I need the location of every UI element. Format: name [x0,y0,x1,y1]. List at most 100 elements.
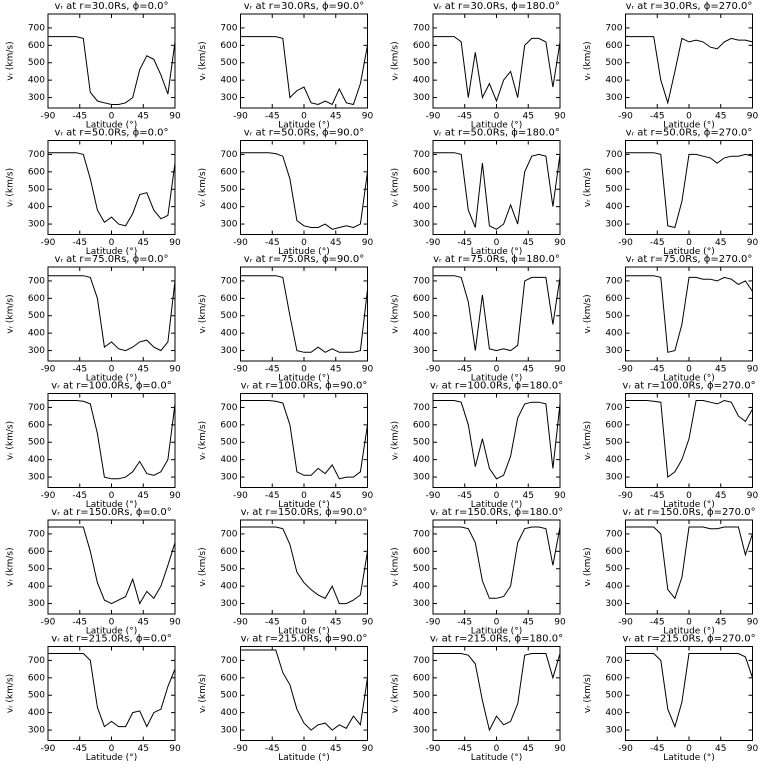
x-tick-label: -45 [457,491,472,501]
y-tick-label: 400 [28,76,45,86]
y-tick-label: 300 [28,599,45,609]
panel: vᵣ at r=50.0Rs, ϕ=0.0° -90 -45 0 45 90 300 400 5… [6,128,181,258]
y-axis-label: vᵣ (km/s) [583,294,593,333]
panel: vᵣ at r=215.0Rs, ϕ=0.0° -90 -45 0 45 90 300 400… [6,634,181,764]
x-axis-label: Latitude (°) [86,627,137,637]
y-tick-label: 600 [220,420,237,430]
y-tick-label: 400 [413,455,430,465]
data-line [625,399,753,479]
y-tick-label: 500 [605,58,622,68]
y-tick-label: 400 [220,455,237,465]
y-tick-label: 700 [28,276,45,286]
x-tick-label: -45 [72,618,87,628]
data-line [433,400,561,480]
x-tick-label: 0 [686,491,692,501]
x-tick-label: 90 [169,491,181,501]
x-axis-label: Latitude (°) [663,247,714,257]
x-axis-label: Latitude (°) [278,247,329,257]
x-tick-label: 0 [109,491,115,501]
y-tick-label: 700 [220,23,237,33]
y-tick-label: 400 [220,76,237,86]
y-tick-label: 600 [28,547,45,557]
x-tick-label: -45 [72,365,87,375]
y-tick-label: 400 [413,329,430,339]
x-axis-label: Latitude (°) [86,247,137,257]
x-tick-label: 45 [330,238,341,248]
y-axis-label: vᵣ (km/s) [583,674,593,713]
x-tick-label: -90 [618,491,633,501]
y-tick-label: 700 [605,656,622,666]
y-tick-label: 600 [605,420,622,430]
x-tick-label: 90 [747,365,759,375]
x-tick-label: 45 [330,744,341,754]
y-tick-label: 500 [413,691,430,701]
data-line [240,400,368,480]
panel: vᵣ at r=150.0Rs, ϕ=180.0° -90 -45 0 45 90 300 4… [391,507,566,637]
x-tick-label: -90 [618,238,633,248]
panel: vᵣ at r=50.0Rs, ϕ=90.0° -90 -45 0 45 90 300 400… [198,128,373,258]
x-tick-label: 45 [715,491,726,501]
y-tick-label: 300 [413,220,430,230]
plot-frame [240,140,368,235]
plot-frame [47,646,176,741]
x-tick-label: -90 [618,365,633,375]
panel-title: vᵣ at r=75.0Rs, ϕ=180.0° [433,254,560,265]
y-tick-label: 300 [413,93,430,103]
panel: vᵣ at r=215.0Rs, ϕ=270.0° -90 -45 0 45 90 300 4… [583,634,758,764]
y-tick-label: 600 [28,673,45,683]
plot-frame [432,13,561,109]
x-tick-label: 90 [747,618,759,628]
x-tick-label: 90 [169,618,181,628]
x-tick-label: 90 [747,744,759,754]
y-tick-label: 400 [413,708,430,718]
y-tick-label: 400 [28,329,45,339]
y-tick-label: 400 [28,455,45,465]
plot-frame [432,519,561,615]
y-tick-label: 300 [413,599,430,609]
y-tick-label: 500 [28,311,45,321]
panel-title: vᵣ at r=150.0Rs, ϕ=0.0° [51,507,171,518]
x-tick-label: 90 [362,365,374,375]
panel-title: vᵣ at r=215.0Rs, ϕ=90.0° [241,634,368,645]
y-tick-label: 500 [28,564,45,574]
x-tick-label: -90 [426,744,441,754]
panel: vᵣ at r=30.0Rs, ϕ=270.0° -90 -45 0 45 90 300 40… [583,1,758,131]
y-tick-label: 400 [605,76,622,86]
x-tick-label: -90 [233,744,248,754]
panel: vᵣ at r=75.0Rs, ϕ=270.0° -90 -45 0 45 90 300 40… [583,254,758,384]
plot-frame [432,266,561,362]
x-tick-label: 0 [109,744,115,754]
data-line [48,526,176,605]
y-tick-label: 500 [413,58,430,68]
x-tick-label: -90 [41,744,56,754]
x-tick-label: 45 [330,618,341,628]
data-line [625,526,753,600]
x-axis-label: Latitude (°) [663,753,714,763]
data-line [240,36,368,106]
y-axis-label: vᵣ (km/s) [391,547,401,586]
x-tick-label: 0 [109,365,115,375]
x-tick-label: -45 [72,238,87,248]
x-tick-label: -90 [41,238,56,248]
panel: vᵣ at r=50.0Rs, ϕ=180.0° -90 -45 0 45 90 300 40… [391,128,566,258]
data-line [48,275,176,352]
x-tick-label: 90 [554,365,566,375]
x-tick-label: 45 [138,365,149,375]
y-tick-label: 600 [413,547,430,557]
data-line [625,152,753,229]
y-tick-label: 500 [220,691,237,701]
x-axis-label: Latitude (°) [278,121,329,131]
y-tick-label: 400 [220,708,237,718]
data-line [48,36,176,105]
y-tick-label: 300 [220,599,237,609]
x-tick-label: -45 [650,744,665,754]
data-line [48,653,176,728]
y-tick-label: 500 [605,185,622,195]
y-tick-label: 500 [605,311,622,321]
y-axis-label: vᵣ (km/s) [198,294,208,333]
x-tick-label: -45 [650,112,665,122]
y-tick-label: 700 [413,23,430,33]
x-tick-label: 45 [138,238,149,248]
data-line [433,152,561,230]
